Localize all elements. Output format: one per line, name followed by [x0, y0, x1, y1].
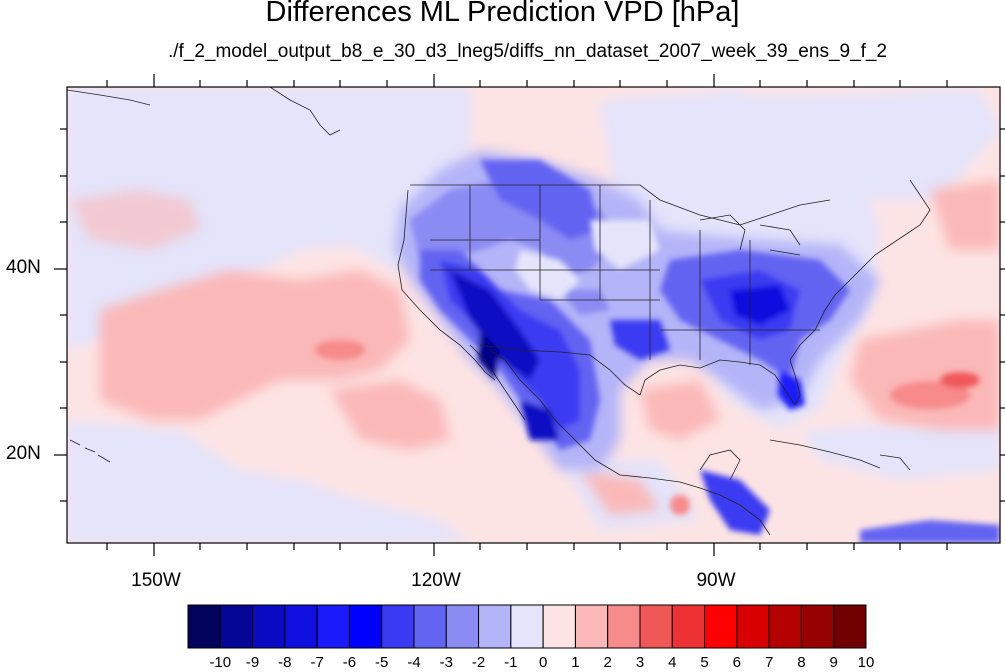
lon-label-120w: 120W [411, 570, 461, 591]
map-subtitle: ./f_2_model_output_b8_e_30_d3_lneg5/diff… [167, 41, 888, 62]
colorbar-box [736, 604, 770, 649]
colorbar-label: -10 [209, 654, 232, 671]
colorbar-box [671, 604, 706, 649]
colorbar-box [445, 604, 480, 649]
colorbar-label: 5 [700, 654, 709, 671]
colorbar-label: -7 [310, 654, 324, 671]
colorbar-label: -4 [407, 654, 421, 671]
colorbar-box [187, 604, 221, 649]
colorbar-box [704, 604, 738, 649]
colorbar-label: -8 [278, 654, 292, 671]
colorbar-box [252, 604, 286, 649]
colorbar-label: 8 [797, 654, 806, 671]
colorbar-label: 0 [538, 654, 548, 671]
colorbar-box [768, 604, 802, 649]
colorbar-label: -1 [504, 654, 518, 671]
colorbar-label: -6 [342, 654, 357, 671]
colorbar-label: -5 [375, 654, 389, 671]
colorbar-box [381, 604, 415, 649]
colorbar-box [478, 604, 512, 649]
colorbar-label: 2 [603, 654, 612, 671]
colorbar-label: 3 [635, 654, 645, 671]
colorbar-box [639, 604, 673, 649]
colorbar-box [607, 604, 641, 649]
map-title: Differences ML Prediction VPD [hPa] [265, 0, 740, 28]
colorbar-box [510, 604, 544, 649]
colorbar-label: 9 [829, 654, 838, 671]
colorbar-box [574, 604, 609, 649]
colorbar-box [800, 604, 835, 649]
colorbar-label: -9 [245, 654, 260, 671]
colorbar-box [542, 604, 576, 649]
vpd-difference-field [67, 87, 1000, 543]
colorbar-label: 1 [571, 654, 580, 671]
colorbar-box [833, 604, 867, 649]
colorbar-label: 4 [668, 654, 677, 671]
lon-ticks [106, 74, 948, 556]
colorbar-label: -3 [439, 654, 453, 671]
colorbar-label: 7 [764, 654, 774, 671]
colorbar-box [316, 604, 350, 649]
lon-label-150w: 150W [131, 570, 181, 591]
colorbar [187, 604, 867, 649]
colorbar-box [219, 604, 254, 649]
colorbar-box [413, 604, 447, 649]
lat-label-20n: 20N [6, 443, 41, 464]
colorbar-label: 6 [732, 654, 742, 671]
colorbar-box [284, 604, 318, 649]
colorbar-label: -2 [471, 654, 486, 671]
colorbar-box [348, 604, 383, 649]
lon-label-90w: 90W [696, 570, 736, 591]
lat-ticks [54, 128, 1005, 502]
colorbar-label: 10 [857, 654, 875, 671]
lat-label-40n: 40N [6, 257, 41, 278]
